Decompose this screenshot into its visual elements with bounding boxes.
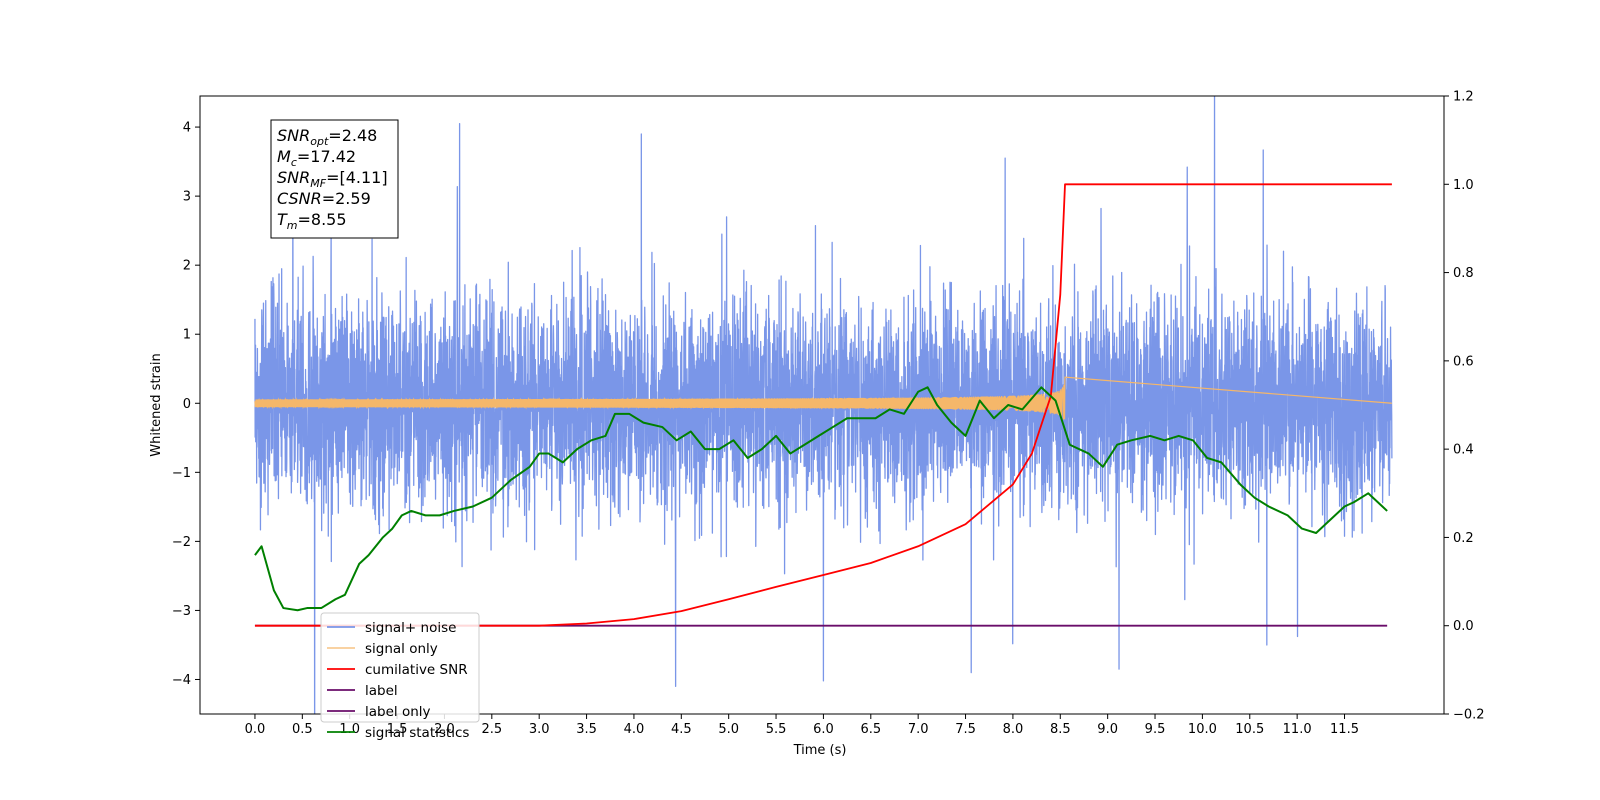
legend-label: signal statistics bbox=[365, 725, 469, 741]
x-tick-label: 3.0 bbox=[529, 722, 550, 737]
legend-label: label bbox=[365, 683, 398, 699]
y-axis-label: Whitened strain bbox=[149, 353, 164, 456]
y-axis-left: 4 3 2 1 0 −1 −2 −3 −4 bbox=[172, 121, 200, 688]
y-left-tick-label: 1 bbox=[183, 328, 191, 343]
x-tick-label: 4.5 bbox=[671, 722, 692, 737]
x-tick-label: 10.5 bbox=[1235, 722, 1264, 737]
x-tick-label: 7.5 bbox=[955, 722, 976, 737]
y-left-tick-label: −3 bbox=[172, 604, 191, 619]
y-right-tick-label: 0.0 bbox=[1453, 619, 1474, 634]
x-tick-label: 11.5 bbox=[1330, 722, 1359, 737]
stats-box-frame bbox=[270, 119, 399, 239]
legend-label: label only bbox=[365, 704, 431, 720]
y-left-tick-label: 3 bbox=[183, 190, 191, 205]
x-tick-label: 3.5 bbox=[576, 722, 597, 737]
x-tick-label: 5.0 bbox=[718, 722, 739, 737]
series-signal-noise-line bbox=[254, 96, 1393, 714]
legend-label: signal only bbox=[365, 641, 438, 657]
legend-label: signal+ noise bbox=[365, 620, 456, 636]
x-tick-label: 0.5 bbox=[292, 722, 313, 737]
stats-line: Mc=17.42 bbox=[277, 147, 356, 169]
x-tick-label: 0.0 bbox=[245, 722, 266, 737]
x-tick-label: 1.5 bbox=[387, 722, 408, 737]
x-tick-label: 8.5 bbox=[1050, 722, 1071, 737]
y-right-tick-label: 0.2 bbox=[1453, 531, 1474, 546]
x-tick-label: 8.0 bbox=[1003, 722, 1024, 737]
y-right-tick-label: −0.2 bbox=[1453, 708, 1485, 723]
stats-box: SNRopt=2.48Mc=17.42SNRMF=[4.11]CSNR=2.59… bbox=[270, 119, 399, 239]
y-axis-right: 1.2 1.0 0.8 0.6 0.4 0.2 0.0 −0.2 bbox=[1444, 90, 1485, 723]
x-axis-label: Time (s) bbox=[793, 743, 847, 758]
x-tick-label: 10.0 bbox=[1188, 722, 1217, 737]
stats-line: SNRMF=[4.11] bbox=[277, 168, 388, 190]
legend: signal+ noise signal only cumilative SNR la… bbox=[320, 612, 480, 741]
y-right-tick-label: 0.8 bbox=[1453, 266, 1474, 281]
y-right-tick-label: 1.2 bbox=[1453, 90, 1474, 105]
x-tick-label: 5.5 bbox=[766, 722, 787, 737]
legend-frame bbox=[320, 612, 480, 723]
y-left-tick-label: −4 bbox=[172, 673, 191, 688]
x-tick-label: 6.0 bbox=[813, 722, 834, 737]
series-signal-only-line bbox=[254, 376, 1392, 420]
x-tick-label: 1.0 bbox=[339, 722, 360, 737]
series-signal-statistics-line bbox=[254, 386, 1388, 612]
x-tick-label: 6.5 bbox=[860, 722, 881, 737]
stats-line: Tm=8.55 bbox=[277, 210, 347, 232]
y-left-tick-label: 0 bbox=[183, 397, 191, 412]
series-cumulative-snr-line bbox=[254, 183, 1392, 627]
plot-frame bbox=[199, 95, 1445, 715]
x-tick-label: 9.5 bbox=[1145, 722, 1166, 737]
y-left-tick-label: −1 bbox=[172, 466, 191, 481]
x-axis: 0.0 0.5 1.0 1.5 2.0 2.5 3.0 3.5 4.0 4.5 5.0 5.5 6.0 6… bbox=[245, 714, 1359, 737]
y-left-tick-label: 4 bbox=[183, 121, 191, 136]
x-tick-label: 11.0 bbox=[1283, 722, 1312, 737]
y-right-tick-label: 0.4 bbox=[1453, 443, 1474, 458]
stats-line: SNRopt=2.48 bbox=[277, 126, 377, 148]
y-left-tick-label: −2 bbox=[172, 535, 191, 550]
stats-line: CSNR=2.59 bbox=[277, 189, 371, 208]
x-tick-label: 4.0 bbox=[624, 722, 645, 737]
x-tick-label: 7.0 bbox=[908, 722, 929, 737]
x-tick-label: 9.0 bbox=[1097, 722, 1118, 737]
y-right-tick-label: 0.6 bbox=[1453, 354, 1474, 369]
legend-label: cumilative SNR bbox=[365, 662, 468, 678]
x-tick-label: 2.5 bbox=[481, 722, 502, 737]
y-left-tick-label: 2 bbox=[183, 259, 191, 274]
x-tick-label: 2.0 bbox=[434, 722, 455, 737]
y-right-tick-label: 1.0 bbox=[1453, 178, 1474, 193]
